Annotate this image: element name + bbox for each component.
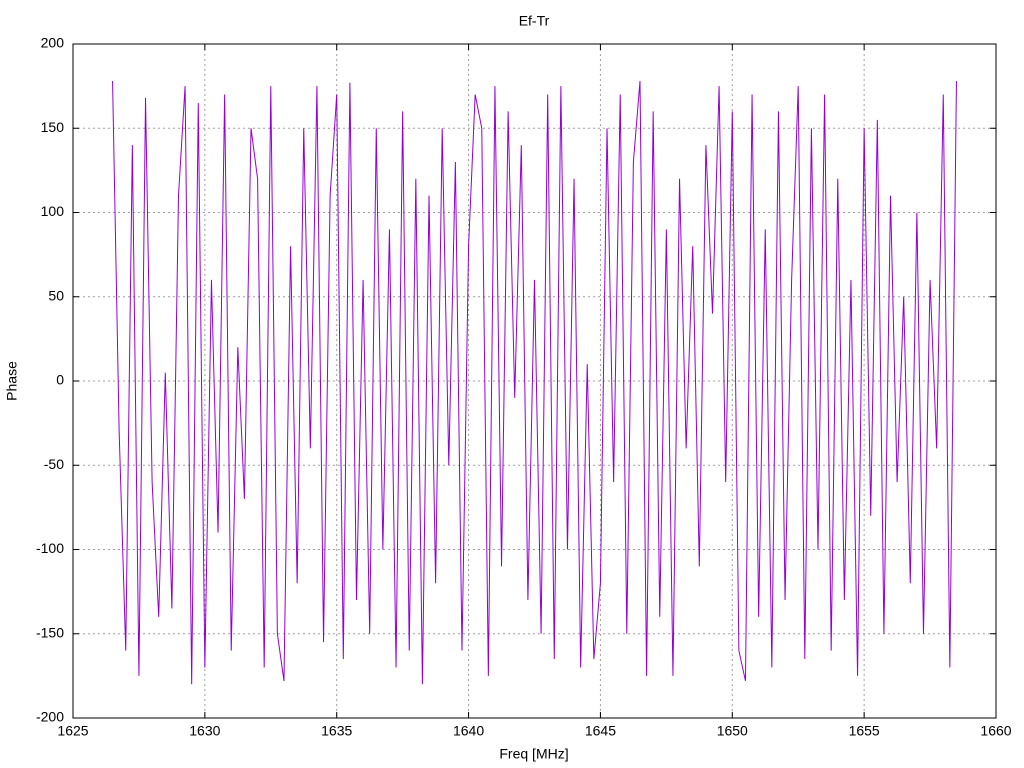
- x-tick-label: 1660: [980, 723, 1011, 739]
- y-tick-label: -100: [36, 540, 64, 556]
- x-tick-label: 1650: [717, 723, 748, 739]
- plot-frame: [72, 43, 997, 719]
- x-tick-label: 1655: [849, 723, 880, 739]
- y-tick-label: 150: [41, 119, 65, 135]
- data-line: [112, 81, 957, 685]
- x-tick-label: 1635: [321, 723, 352, 739]
- grid: [72, 43, 997, 719]
- y-tick-label: 200: [41, 35, 65, 51]
- x-tick-label: 1645: [585, 723, 616, 739]
- x-tick-label: 1640: [453, 723, 484, 739]
- y-tick-label: -150: [36, 624, 64, 640]
- plot: [112, 81, 957, 685]
- y-tick-label: -50: [44, 456, 64, 472]
- chart-title: Ef-Tr: [519, 13, 550, 29]
- y-tick-label: 0: [56, 372, 64, 388]
- y-axis-label: Phase: [4, 361, 20, 401]
- x-tick-label: 1630: [189, 723, 220, 739]
- y-tick-label: 50: [48, 287, 64, 303]
- y-tick-label: -200: [36, 709, 64, 725]
- y-tick-label: 100: [41, 203, 65, 219]
- x-axis-label: Freq [MHz]: [499, 746, 568, 762]
- x-tick-label: 1625: [57, 723, 88, 739]
